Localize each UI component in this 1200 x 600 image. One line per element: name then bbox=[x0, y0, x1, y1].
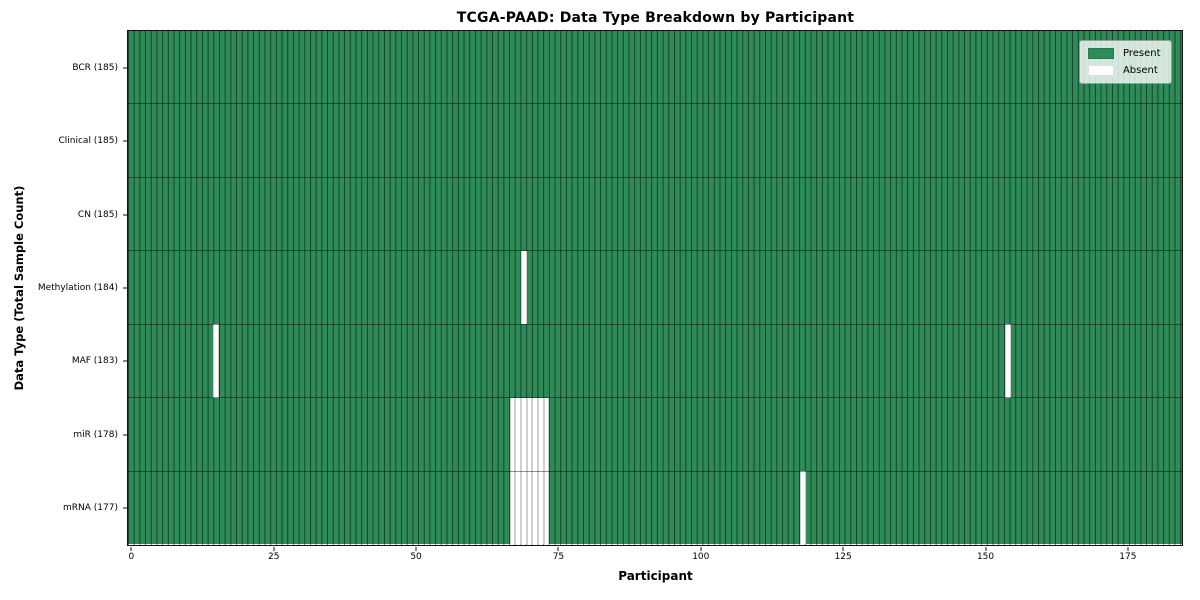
legend-swatch-absent-icon bbox=[1087, 64, 1114, 76]
y-tick-mark bbox=[123, 434, 127, 436]
y-tick-mark bbox=[123, 360, 127, 362]
x-tick-label-150: 150 bbox=[976, 551, 995, 562]
legend-item-present: Present bbox=[1087, 47, 1161, 59]
heat-row-BCR bbox=[128, 30, 1182, 104]
x-axis-label: Participant bbox=[618, 569, 693, 583]
heat-row-CN bbox=[128, 177, 1182, 251]
absent-cell-Methylation-69 bbox=[520, 250, 527, 325]
absent-cell-MAF-15 bbox=[213, 324, 220, 398]
x-tick-label-0: 0 bbox=[128, 551, 135, 562]
heat-row-mRNA bbox=[128, 471, 1182, 545]
x-tick-mark bbox=[130, 546, 132, 551]
legend-label-absent: Absent bbox=[1122, 64, 1158, 76]
heat-row-Methylation bbox=[128, 250, 1182, 325]
absent-cell-miR-73 bbox=[543, 397, 550, 472]
x-tick-mark bbox=[1127, 546, 1129, 551]
absent-cell-MAF-154 bbox=[1004, 324, 1011, 398]
legend-item-absent: Absent bbox=[1087, 64, 1161, 76]
absent-cell-mRNA-118 bbox=[799, 471, 806, 545]
x-tick-mark bbox=[842, 546, 844, 551]
y-tick-label-MAF: MAF (183) bbox=[71, 356, 118, 367]
x-tick-label-125: 125 bbox=[834, 551, 852, 562]
chart-title: TCGA-PAAD: Data Type Breakdown by Partic… bbox=[456, 10, 855, 26]
legend-label-present: Present bbox=[1122, 47, 1161, 59]
x-tick-label-100: 100 bbox=[692, 551, 710, 562]
x-axis: 0 25 50 75 100 125 150 175 bbox=[128, 546, 1183, 571]
y-axis: BCR (185) Clinical (185) CN (185) Methylati… bbox=[0, 31, 127, 545]
y-tick-label-mRNA: mRNA (177) bbox=[63, 503, 118, 514]
heat-row-miR bbox=[128, 397, 1182, 472]
x-tick-mark bbox=[557, 546, 559, 551]
x-tick-label-25: 25 bbox=[267, 551, 280, 562]
y-tick-mark bbox=[123, 507, 127, 509]
absent-cell-mRNA-73 bbox=[543, 471, 550, 545]
y-tick-mark bbox=[123, 287, 127, 289]
legend: Present Absent bbox=[1078, 39, 1172, 84]
y-tick-label-CN: CN (185) bbox=[77, 209, 118, 220]
legend-swatch-present-icon bbox=[1087, 47, 1114, 59]
heat-row-MAF bbox=[128, 324, 1182, 398]
x-tick-mark bbox=[700, 546, 702, 551]
y-tick-mark bbox=[123, 140, 127, 142]
y-tick-label-BCR: BCR (185) bbox=[72, 62, 118, 73]
y-tick-label-Methylation: Methylation (184) bbox=[37, 283, 118, 293]
x-tick-mark bbox=[273, 546, 275, 551]
y-tick-label-miR: miR (178) bbox=[73, 429, 118, 440]
x-tick-mark bbox=[415, 546, 417, 551]
y-tick-label-Clinical: Clinical (185) bbox=[58, 136, 118, 147]
x-tick-label-50: 50 bbox=[410, 551, 422, 562]
plot-area: Present Absent bbox=[127, 29, 1183, 546]
y-tick-mark bbox=[123, 67, 127, 69]
x-tick-mark bbox=[985, 546, 987, 551]
y-tick-mark bbox=[123, 214, 127, 216]
heat-row-Clinical bbox=[128, 103, 1182, 178]
x-tick-label-175: 175 bbox=[1119, 551, 1137, 562]
x-tick-label-75: 75 bbox=[552, 551, 565, 562]
